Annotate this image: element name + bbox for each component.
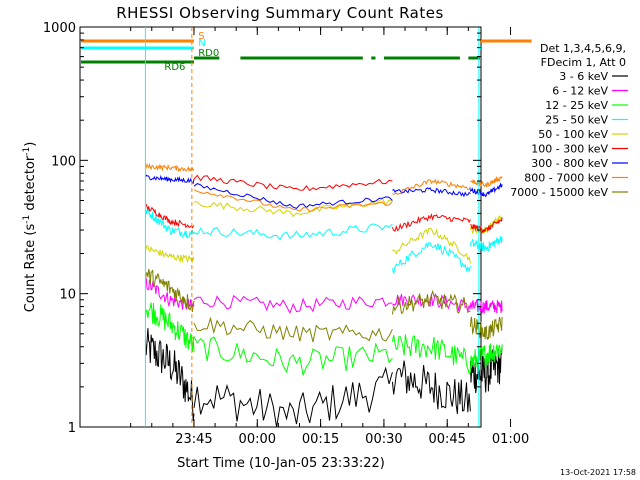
flag-label: RD0 xyxy=(198,48,219,59)
legend-header-1: Det 1,3,4,5,6,9, xyxy=(540,42,626,55)
series-line xyxy=(145,174,503,234)
series-line xyxy=(144,206,503,274)
legend: Det 1,3,4,5,6,9, FDecim 1, Att 0 3 - 6 k… xyxy=(510,42,628,199)
legend-header-2: FDecim 1, Att 0 xyxy=(541,56,626,69)
series-line xyxy=(144,162,503,212)
legend-label: 25 - 50 keV xyxy=(545,114,608,127)
legend-label: 300 - 800 keV xyxy=(531,157,608,170)
series-line xyxy=(144,198,503,264)
y-axis: 1 10 100 1000 xyxy=(43,21,481,436)
y-tick-label: 10 xyxy=(59,288,76,303)
legend-label: 50 - 100 keV xyxy=(538,128,608,141)
x-axis: 23:45 00:00 00:15 00:30 00:45 01:00 xyxy=(130,27,529,447)
y-label-sup2: -1 xyxy=(22,147,32,156)
series-line xyxy=(144,302,503,377)
plot-frame xyxy=(79,26,482,428)
x-tick-label: 00:45 xyxy=(428,432,465,447)
y-tick-label: 1 xyxy=(68,421,76,436)
y-label-sup1: -1 xyxy=(22,215,32,224)
series-line xyxy=(144,278,503,315)
legend-label: 3 - 6 keV xyxy=(559,70,608,83)
x-tick-label: 00:00 xyxy=(239,432,276,447)
legend-label: 100 - 300 keV xyxy=(531,143,608,156)
legend-label: 6 - 12 keV xyxy=(552,85,608,98)
timestamp: 13-Oct-2021 17:58 xyxy=(560,468,636,477)
x-tick-label: 23:45 xyxy=(175,432,212,447)
y-tick-label: 1000 xyxy=(43,21,76,36)
y-label-mid: detector xyxy=(23,155,38,215)
y-axis-label: Count Rate (s-1 detector-1) xyxy=(22,142,38,313)
series-line xyxy=(144,174,503,209)
flag-label: S xyxy=(198,31,204,42)
flag-label: RD6 xyxy=(164,62,185,73)
x-axis-label: Start Time (10-Jan-05 23:33:22) xyxy=(177,456,385,471)
y-label-end: ) xyxy=(23,142,38,147)
legend-label: 7000 - 15000 keV xyxy=(510,186,608,199)
series-line xyxy=(144,328,503,428)
series-layer xyxy=(144,162,503,428)
x-tick-label: 01:00 xyxy=(492,432,529,447)
chart-title: RHESSI Observing Summary Count Rates xyxy=(116,4,444,22)
x-tick-label: 00:15 xyxy=(302,432,339,447)
flag-label: N xyxy=(198,38,205,49)
y-tick-label: 100 xyxy=(51,154,76,169)
x-tick-label: 00:30 xyxy=(365,432,402,447)
legend-label: 800 - 7000 keV xyxy=(524,172,608,185)
series-line xyxy=(144,268,503,343)
y-label-main: Count Rate (s xyxy=(23,224,38,313)
legend-label: 12 - 25 keV xyxy=(545,99,608,112)
